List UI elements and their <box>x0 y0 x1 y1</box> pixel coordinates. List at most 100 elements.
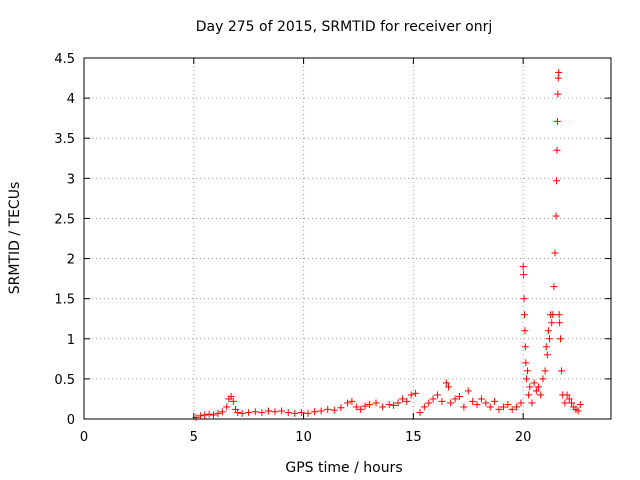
data-point <box>574 407 582 415</box>
data-point <box>245 409 253 417</box>
data-point <box>486 403 494 411</box>
data-point <box>567 399 575 407</box>
data-point <box>352 403 360 411</box>
data-point <box>520 271 528 279</box>
data-point <box>425 399 433 407</box>
data-point <box>532 387 540 395</box>
data-point <box>337 404 345 412</box>
chart-title: Day 275 of 2015, SRMTID for receiver onr… <box>196 19 493 35</box>
data-point <box>196 412 204 420</box>
data-point <box>442 379 450 387</box>
data-point <box>464 387 472 395</box>
data-point <box>473 401 481 409</box>
data-point <box>271 408 279 416</box>
grid <box>84 58 611 419</box>
data-point <box>324 405 332 413</box>
data-point <box>546 335 554 343</box>
data-point <box>451 395 459 403</box>
data-point <box>543 351 551 359</box>
y-tick-label: 2 <box>67 253 75 268</box>
data-point <box>238 409 246 417</box>
data-point <box>561 399 569 407</box>
data-point <box>365 401 373 409</box>
data-point <box>229 397 237 405</box>
data-point <box>223 403 231 411</box>
data-point <box>530 379 538 387</box>
data-point <box>508 405 516 413</box>
data-point <box>544 327 552 335</box>
data-point <box>555 68 563 76</box>
data-point <box>491 397 499 405</box>
data-point <box>278 407 286 415</box>
data-point <box>445 383 453 391</box>
data-point <box>552 212 560 220</box>
data-point <box>482 399 490 407</box>
data-point <box>513 403 521 411</box>
data-point <box>553 177 561 185</box>
data-point <box>390 401 398 409</box>
data-point <box>385 401 393 409</box>
data-point <box>550 283 558 291</box>
data-point <box>447 399 455 407</box>
data-point <box>344 399 351 407</box>
data-point <box>434 391 442 399</box>
data-point <box>554 90 562 98</box>
data-point <box>521 343 529 351</box>
data-point <box>524 367 532 375</box>
x-tick-label: 5 <box>190 430 198 445</box>
data-point <box>214 409 222 417</box>
y-tick-label: 4 <box>67 92 75 107</box>
data-point <box>519 263 527 271</box>
data-point <box>526 383 534 391</box>
data-point <box>553 146 561 154</box>
data-point <box>416 409 424 417</box>
x-axis-label: GPS time / hours <box>285 460 402 476</box>
data-point <box>251 408 259 416</box>
data-point <box>398 395 406 403</box>
data-point <box>525 391 533 399</box>
data-point <box>317 407 325 415</box>
data-point <box>460 403 468 411</box>
y-axis-label: SRMTID / TECUs <box>7 182 23 295</box>
data-point <box>563 391 571 399</box>
y-tick-label: 0.5 <box>54 373 75 388</box>
data-point <box>210 411 218 419</box>
axis-ticks: 0 0.5 1 1.5 2 2.5 3 3.5 4 4.5 0 5 10 15 20 <box>54 52 611 445</box>
data-point <box>429 395 437 403</box>
data-point <box>548 319 556 327</box>
data-point <box>556 319 564 327</box>
y-tick-label: 3 <box>67 172 75 187</box>
data-point <box>205 410 213 418</box>
data-point <box>372 399 380 407</box>
data-point <box>539 375 547 383</box>
x-tick-label: 20 <box>515 430 532 445</box>
data-point <box>379 403 387 411</box>
data-point <box>420 403 428 411</box>
data-point <box>227 393 235 401</box>
data-point <box>284 409 292 417</box>
data-point <box>558 367 566 375</box>
data-point <box>403 397 411 405</box>
data-point <box>407 391 415 399</box>
data-point <box>495 405 503 413</box>
data-point <box>438 397 446 405</box>
data-point <box>348 397 356 405</box>
data-point <box>304 409 312 417</box>
data-point <box>469 397 477 405</box>
data-point <box>528 399 536 407</box>
data-point <box>521 327 529 335</box>
data-point <box>520 311 528 319</box>
plot-frame <box>83 57 612 420</box>
data-point <box>357 405 365 413</box>
y-tick-label: 0 <box>67 413 75 428</box>
y-tick-label: 1 <box>67 333 75 348</box>
data-point <box>258 409 266 417</box>
data-point <box>576 401 584 409</box>
data-series <box>192 68 584 421</box>
y-tick-label: 1.5 <box>54 293 75 308</box>
data-point <box>218 408 226 416</box>
y-tick-label: 3.5 <box>54 132 75 147</box>
data-point <box>522 359 530 367</box>
data-point <box>394 399 402 407</box>
